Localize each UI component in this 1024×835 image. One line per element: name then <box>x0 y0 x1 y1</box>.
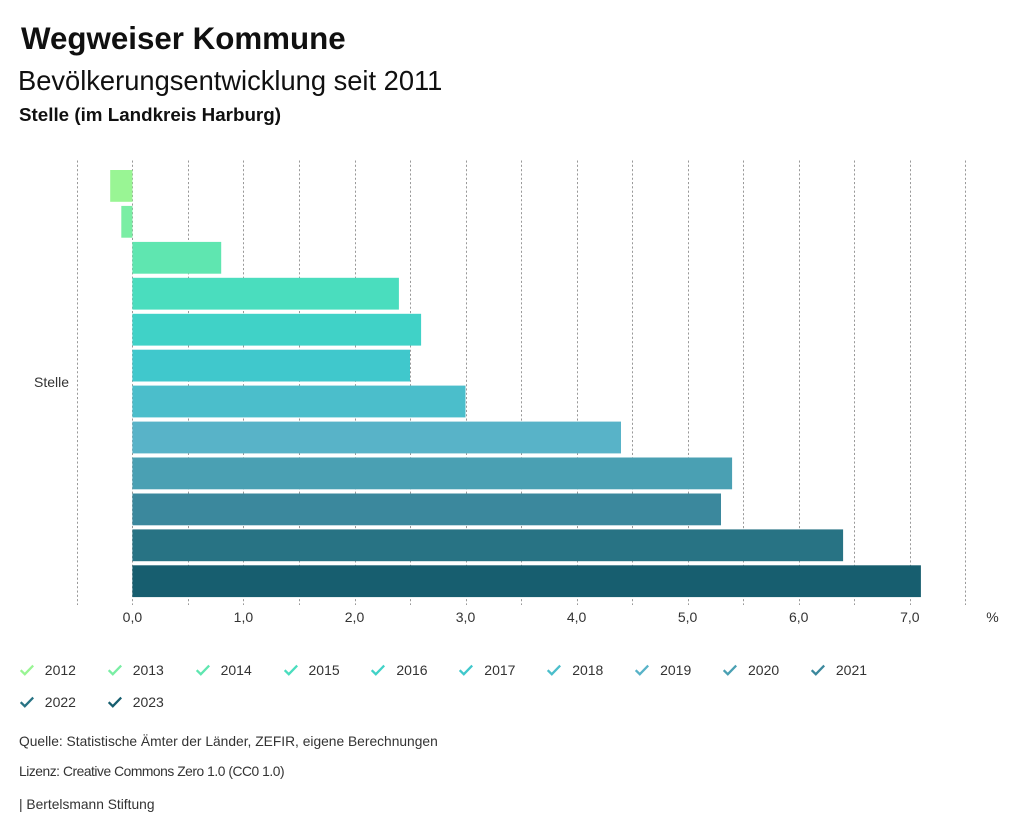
bar-2018 <box>132 385 466 418</box>
bar-2019 <box>132 421 621 454</box>
bar-2017 <box>132 349 410 382</box>
checkmark-icon <box>371 664 386 676</box>
legend-label: 2018 <box>572 661 604 678</box>
footer-source: Quelle: Statistische Ämter der Länder, Z… <box>19 734 438 749</box>
x-tick-label: 0,0 <box>123 609 143 625</box>
bar-2022 <box>132 529 844 562</box>
x-tick-label: 3,0 <box>456 609 476 625</box>
checkmark-icon <box>635 664 650 676</box>
legend-label: 2022 <box>44 693 76 710</box>
legend-item-2023[interactable]: 2023 <box>107 693 164 710</box>
x-tick-label: 1,0 <box>234 609 254 625</box>
x-tick-label: 4,0 <box>567 609 587 625</box>
bar-2016 <box>132 313 422 346</box>
checkmark-icon <box>107 696 122 708</box>
region-name: Stelle (im Landkreis Harburg) <box>19 104 281 125</box>
legend-label: 2015 <box>308 661 340 678</box>
x-axis-labels: 0,0 1,0 2,0 3,0 4,0 5,0 6,0 7,0 <box>123 609 920 625</box>
y-axis-label: Stelle <box>34 374 69 390</box>
checkmark-icon <box>19 664 34 676</box>
chart-title: Bevölkerungsentwicklung seit 2011 <box>18 65 443 96</box>
legend-label: 2020 <box>748 661 780 678</box>
checkmark-icon <box>283 664 298 676</box>
legend-item-2016[interactable]: 2016 <box>371 661 428 678</box>
page-title: Wegweiser Kommune <box>21 21 346 56</box>
bar-2021 <box>132 493 721 526</box>
checkmark-icon <box>547 664 562 676</box>
checkmark-icon <box>810 664 825 676</box>
bars <box>110 170 921 598</box>
legend-item-2019[interactable]: 2019 <box>635 663 691 677</box>
legend-label: 2017 <box>484 661 516 678</box>
x-axis-unit-label: % <box>986 609 998 625</box>
bar-2020 <box>132 457 733 490</box>
legend-item-2015[interactable]: 2015 <box>283 661 340 678</box>
legend-label: 2014 <box>220 661 252 678</box>
footer-license: Lizenz: Creative Commons Zero 1.0 (CC0 1… <box>19 764 285 779</box>
checkmark-icon <box>195 664 210 676</box>
x-tick-label: 7,0 <box>900 609 920 625</box>
bar-2023 <box>132 565 921 598</box>
checkmark-icon <box>459 664 474 676</box>
legend-label: 2019 <box>660 661 692 678</box>
legend-item-2013[interactable]: 2013 <box>107 661 164 678</box>
checkmark-icon <box>19 696 34 708</box>
bar-2014 <box>132 241 222 274</box>
legend-label: 2016 <box>396 661 428 678</box>
x-tick-label: 6,0 <box>789 609 809 625</box>
legend-label: 2013 <box>132 661 164 678</box>
legend-item-2017[interactable]: 2017 <box>459 663 515 677</box>
legend-item-2021[interactable]: 2021 <box>810 661 868 678</box>
legend-item-2020[interactable]: 2020 <box>723 663 779 677</box>
legend-item-2022[interactable]: 2022 <box>19 693 76 710</box>
legend-item-2018[interactable]: 2018 <box>547 663 603 677</box>
x-tick-label: 5,0 <box>678 609 698 625</box>
x-tick-label: 2,0 <box>345 609 365 625</box>
checkmark-icon <box>723 664 737 676</box>
checkmark-icon <box>107 664 122 676</box>
legend-label: 2012 <box>44 661 76 678</box>
legend-label: 2021 <box>835 661 868 678</box>
footer-attribution: | Bertelsmann Stiftung <box>19 797 155 812</box>
legend-item-2014[interactable]: 2014 <box>195 661 252 678</box>
legend-item-2012[interactable]: 2012 <box>19 661 76 678</box>
bar-2012 <box>110 170 133 202</box>
bar-2013 <box>121 205 133 238</box>
bar-2015 <box>132 277 399 310</box>
legend-label: 2023 <box>132 693 164 710</box>
